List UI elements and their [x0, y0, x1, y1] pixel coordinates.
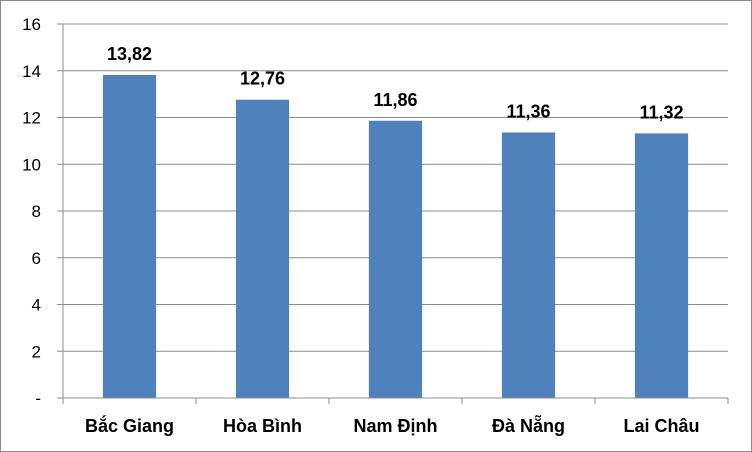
data-label: 13,82 — [107, 44, 152, 64]
bar — [368, 120, 423, 399]
x-category-label: Lai Châu — [623, 416, 699, 436]
y-tick-label: 8 — [32, 202, 41, 221]
y-tick-label: 4 — [32, 296, 41, 315]
data-label: 11,32 — [639, 102, 683, 122]
bar — [501, 132, 556, 398]
y-tick-label: 2 — [32, 342, 41, 361]
y-tick-labels: - 2 4 6 8 10 12 14 16 — [22, 15, 41, 408]
y-tick-label: 12 — [22, 109, 41, 128]
x-category-labels: Bắc Giang Hòa Bình Nam Định Đà Nẵng Lai Châu — [85, 414, 700, 436]
bar — [102, 74, 157, 399]
x-category-label: Nam Định — [353, 416, 437, 436]
y-tick-label: 10 — [22, 155, 41, 174]
bar — [634, 133, 689, 398]
y-tick-label: 6 — [32, 249, 41, 268]
bars — [102, 74, 689, 399]
data-label: 12,76 — [240, 69, 285, 89]
x-category-label: Hòa Bình — [223, 416, 302, 436]
y-tick-label: 16 — [22, 15, 41, 34]
bar — [235, 99, 290, 399]
data-label: 11,86 — [373, 90, 417, 110]
x-category-label: Bắc Giang — [85, 415, 174, 436]
y-tick-label: - — [35, 389, 41, 408]
x-category-label: Đà Nẵng — [492, 414, 565, 436]
data-label: 11,36 — [506, 101, 550, 121]
y-tick-label: 14 — [22, 62, 41, 81]
data-labels: 13,82 12,76 11,86 11,36 11,32 — [107, 44, 684, 122]
axes — [57, 23, 729, 404]
